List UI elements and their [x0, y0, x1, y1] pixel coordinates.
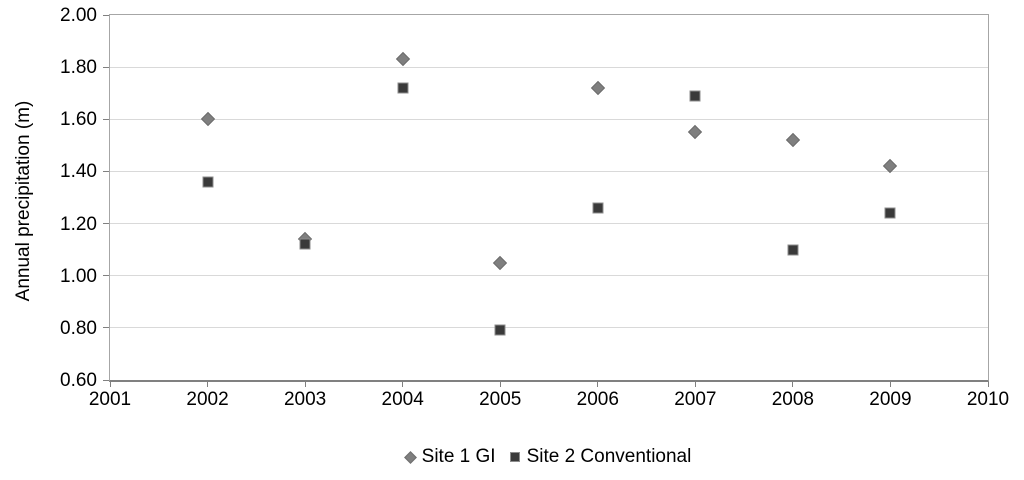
y-axis-tick-label: 2.00	[60, 5, 97, 26]
point-site-2-conventional	[787, 244, 799, 256]
point-site-1-gi	[785, 133, 800, 148]
x-axis-tick-label: 2009	[869, 389, 912, 410]
point-site-1-gi	[395, 52, 410, 67]
point-site-2-conventional	[202, 176, 214, 188]
gridline	[110, 223, 988, 225]
point-site-2-conventional	[299, 238, 311, 250]
x-axis-tick	[889, 382, 891, 387]
x-axis-tick-label: 2003	[283, 389, 327, 410]
legend: Site 1 GI Site 2 Conventional	[109, 446, 988, 468]
x-axis-tick-label: 2002	[186, 389, 229, 410]
point-site-2-conventional	[689, 90, 701, 102]
point-site-2-conventional	[592, 202, 604, 214]
x-axis-tick-label: 2005	[479, 389, 522, 410]
y-axis-title: Annual precipitation (m)	[13, 100, 34, 302]
y-axis-tick	[103, 66, 109, 68]
y-axis-tick	[103, 118, 109, 120]
y-axis-tick	[103, 327, 109, 329]
x-axis-tick	[499, 382, 501, 387]
y-axis-tick-label: 1.20	[60, 213, 97, 235]
gridline	[110, 275, 988, 277]
legend-item-site-1-gi: Site 1 GI	[403, 446, 496, 468]
legend-label-site-2-conventional: Site 2 Conventional	[526, 446, 692, 467]
y-axis-tick-label: 0.60	[60, 370, 97, 391]
x-axis-tick-label: 2001	[88, 389, 132, 410]
square-marker-icon	[509, 452, 520, 462]
point-site-1-gi	[493, 255, 508, 270]
x-axis-tick	[304, 382, 306, 387]
point-site-1-gi	[590, 80, 605, 96]
y-axis-tick-label: 1.00	[60, 265, 97, 287]
x-axis-tick-label: 2010	[966, 389, 1010, 410]
y-axis-tick-label: 0.80	[60, 317, 97, 339]
x-axis-tick	[109, 382, 111, 387]
point-site-2-conventional	[494, 324, 506, 336]
gridline	[110, 66, 988, 68]
gridline	[110, 327, 988, 329]
x-axis-tick	[792, 382, 794, 387]
diamond-marker-icon	[403, 450, 417, 464]
y-axis-tick-label: 1.40	[60, 161, 97, 183]
x-axis-tick	[597, 382, 599, 387]
plot-area	[103, 14, 989, 387]
x-axis-tick	[694, 382, 696, 387]
x-axis-tick-label: 2004	[381, 389, 424, 410]
x-axis-tick-label: 2006	[576, 389, 619, 410]
x-axis-tick	[207, 382, 209, 387]
x-axis-tick	[402, 382, 404, 387]
legend-label-site-1-gi: Site 1 GI	[421, 446, 496, 467]
gridline	[110, 170, 988, 172]
y-axis-tick	[103, 14, 109, 16]
point-site-1-gi	[200, 112, 215, 127]
y-axis-tick	[103, 379, 109, 381]
x-axis-tick-label: 2008	[771, 389, 815, 410]
x-axis-tick	[987, 382, 989, 387]
point-site-2-conventional	[884, 207, 896, 219]
gridline	[110, 118, 988, 120]
legend-item-site-2-conventional: Site 2 Conventional	[509, 446, 692, 468]
y-axis-tick	[103, 275, 109, 277]
y-axis-tick	[103, 170, 109, 172]
y-axis-tick-label: 1.60	[60, 109, 97, 131]
y-axis-tick-label: 1.80	[60, 57, 97, 79]
y-axis-tick	[103, 223, 109, 225]
point-site-1-gi	[688, 125, 703, 140]
point-site-2-conventional	[397, 82, 409, 94]
x-axis-tick-label: 2007	[674, 389, 717, 410]
